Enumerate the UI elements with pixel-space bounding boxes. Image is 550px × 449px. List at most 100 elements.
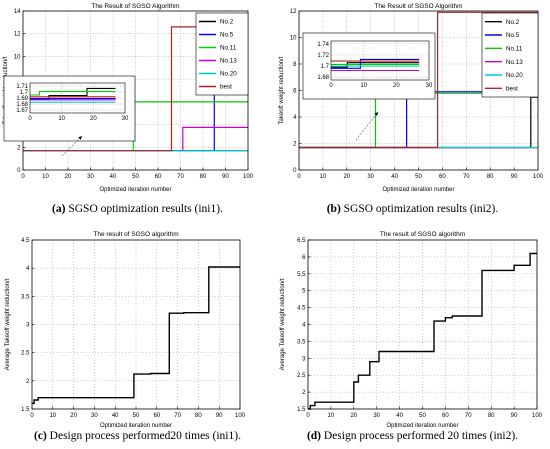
y-axis-label: Average Takeoff weight reduction/t xyxy=(5,278,11,370)
x-tick-label: 80 xyxy=(200,174,207,180)
caption-d-text: Design process performed 20 times (ini2)… xyxy=(321,430,519,442)
x-tick-label: 40 xyxy=(396,413,403,419)
series-line-5 xyxy=(299,11,538,149)
y-tick-label: 1.5 xyxy=(297,407,306,413)
x-tick-label: 100 xyxy=(532,413,543,419)
x-tick-label: 60 xyxy=(442,413,449,419)
zoom-arrow xyxy=(61,135,83,157)
x-tick-label: 40 xyxy=(112,413,119,419)
x-tick-label: 0 xyxy=(30,413,34,419)
x-tick-label: 80 xyxy=(195,413,202,419)
x-tick-label: 50 xyxy=(133,413,140,419)
chart-svg-d: 0 10 20 30 40 50 60 70 80 90 100 1.5 2 2.5 3 3.5 4 4.5 5 5.… xyxy=(280,231,543,429)
y-tick-label: 12 xyxy=(14,32,21,38)
x-tick-label: 70 xyxy=(463,174,470,180)
legend-label: No.2 xyxy=(220,19,234,26)
y-tick-label: 0 xyxy=(293,168,297,174)
caption-c-text: Design process performed20 times (ini1). xyxy=(46,430,241,442)
y-tick-label: 10 xyxy=(290,36,297,42)
inset-y-tick-label: 1.7 xyxy=(20,90,29,96)
caption-a: (a) SGSO optimization results (ini1). xyxy=(0,203,275,215)
legend-label: No.5 xyxy=(506,32,520,39)
x-tick-label: 70 xyxy=(465,413,472,419)
chart-svg-c: 0 10 20 30 40 50 60 70 80 90 100 1.5 2 2.5 3 3.5 4 4.5 The… xyxy=(5,231,246,429)
caption-c-label: (c) xyxy=(34,430,47,442)
legend-label: No.13 xyxy=(506,59,523,66)
inset-y-tick-label: 1.67 xyxy=(16,108,28,114)
x-tick-label: 90 xyxy=(511,174,518,180)
legend-label: No.11 xyxy=(220,45,237,52)
caption-a-label: (a) xyxy=(52,203,66,215)
y-tick-label: 2 xyxy=(293,142,297,148)
x-tick-label: 50 xyxy=(132,174,139,180)
zoom-arrow-head xyxy=(78,136,82,140)
y-tick-label: 3 xyxy=(302,356,306,362)
inset-y-tick-label: 1.72 xyxy=(317,53,329,59)
chart-panel-a: 010203040506070809010002468101214The Res… xyxy=(0,0,275,225)
y-tick-label: 1.5 xyxy=(21,407,30,413)
x-tick-label: 0 xyxy=(306,413,310,419)
inset-box xyxy=(3,75,136,142)
inset-x-tick-label: 10 xyxy=(58,116,65,122)
x-tick-label: 100 xyxy=(243,174,254,180)
x-tick-label: 10 xyxy=(320,174,327,180)
y-tick-label: 3.5 xyxy=(21,294,30,300)
x-tick-label: 40 xyxy=(391,174,398,180)
y-tick-label: 12 xyxy=(290,9,297,15)
legend-label: No.13 xyxy=(220,58,237,65)
y-axis-label: Takeoff weight reduction/t xyxy=(279,56,285,124)
inset-series-line-2 xyxy=(331,58,420,69)
y-tick-label: 10 xyxy=(14,54,21,60)
x-tick-label: 100 xyxy=(235,413,246,419)
x-tick-label: 60 xyxy=(153,413,160,419)
x-tick-label: 0 xyxy=(21,174,25,180)
x-tick-label: 20 xyxy=(65,174,72,180)
y-tick-label: 4 xyxy=(293,115,297,121)
y-tick-label: 5 xyxy=(302,289,306,295)
legend-label: No.20 xyxy=(506,72,523,79)
legend-box xyxy=(481,12,539,98)
zoom-arrow-head xyxy=(374,112,378,116)
x-tick-label: 10 xyxy=(49,413,56,419)
caption-a-text: SGSO optimization results (ini1). xyxy=(65,203,223,215)
x-tick-label: 10 xyxy=(42,174,49,180)
chart-panel-d: 0 10 20 30 40 50 60 70 80 90 100 1.5 2 2.5 3 3.5 4 4.5 5 5.… xyxy=(275,225,550,449)
x-tick-label: 80 xyxy=(488,413,495,419)
series-line-0 xyxy=(299,96,538,149)
x-tick-label: 30 xyxy=(373,413,380,419)
x-tick-label: 60 xyxy=(155,174,162,180)
y-tick-label: 2.5 xyxy=(297,373,306,379)
y-tick-label: 2.5 xyxy=(21,351,30,357)
inset-y-tick-label: 1.68 xyxy=(16,102,28,108)
x-tick-label: 30 xyxy=(91,413,98,419)
caption-c: (c) Design process performed20 times (in… xyxy=(0,430,275,442)
x-tick-label: 80 xyxy=(487,174,494,180)
y-tick-label: 3 xyxy=(26,323,30,329)
y-tick-label: 6 xyxy=(302,255,306,261)
inset-y-tick-label: 1.74 xyxy=(317,42,329,48)
inset-x-tick-label: 30 xyxy=(122,116,129,122)
x-tick-label: 20 xyxy=(70,413,77,419)
inset-series-line-1 xyxy=(30,90,116,96)
y-tick-label: 5.5 xyxy=(297,272,306,278)
caption-b: (b) SGSO optimization results (ini2). xyxy=(275,203,550,215)
x-tick-label: 0 xyxy=(297,174,301,180)
series-line-0 xyxy=(308,252,537,410)
inset-x-tick-label: 20 xyxy=(393,83,400,89)
inset-x-tick-label: 10 xyxy=(360,83,367,89)
y-tick-label: 6.5 xyxy=(297,238,306,244)
x-tick-label: 10 xyxy=(328,413,335,419)
x-tick-label: 20 xyxy=(350,413,357,419)
x-axis-label: Optimized iteration number xyxy=(386,423,458,429)
legend-label: No.5 xyxy=(220,32,234,39)
y-tick-label: 2 xyxy=(26,379,30,385)
x-axis-label: Optimized iteration number xyxy=(382,187,454,193)
y-tick-label: 4.5 xyxy=(21,238,30,244)
zoom-arrow xyxy=(355,111,379,141)
legend-label: best xyxy=(220,84,232,91)
x-tick-label: 70 xyxy=(174,413,181,419)
y-axis-label: Average Takeoff weight reduction/t xyxy=(280,278,286,370)
inset-x-tick-label: 30 xyxy=(426,83,433,89)
chart-title: The result of SGSO algorithm xyxy=(93,231,178,238)
x-tick-label: 40 xyxy=(110,174,117,180)
